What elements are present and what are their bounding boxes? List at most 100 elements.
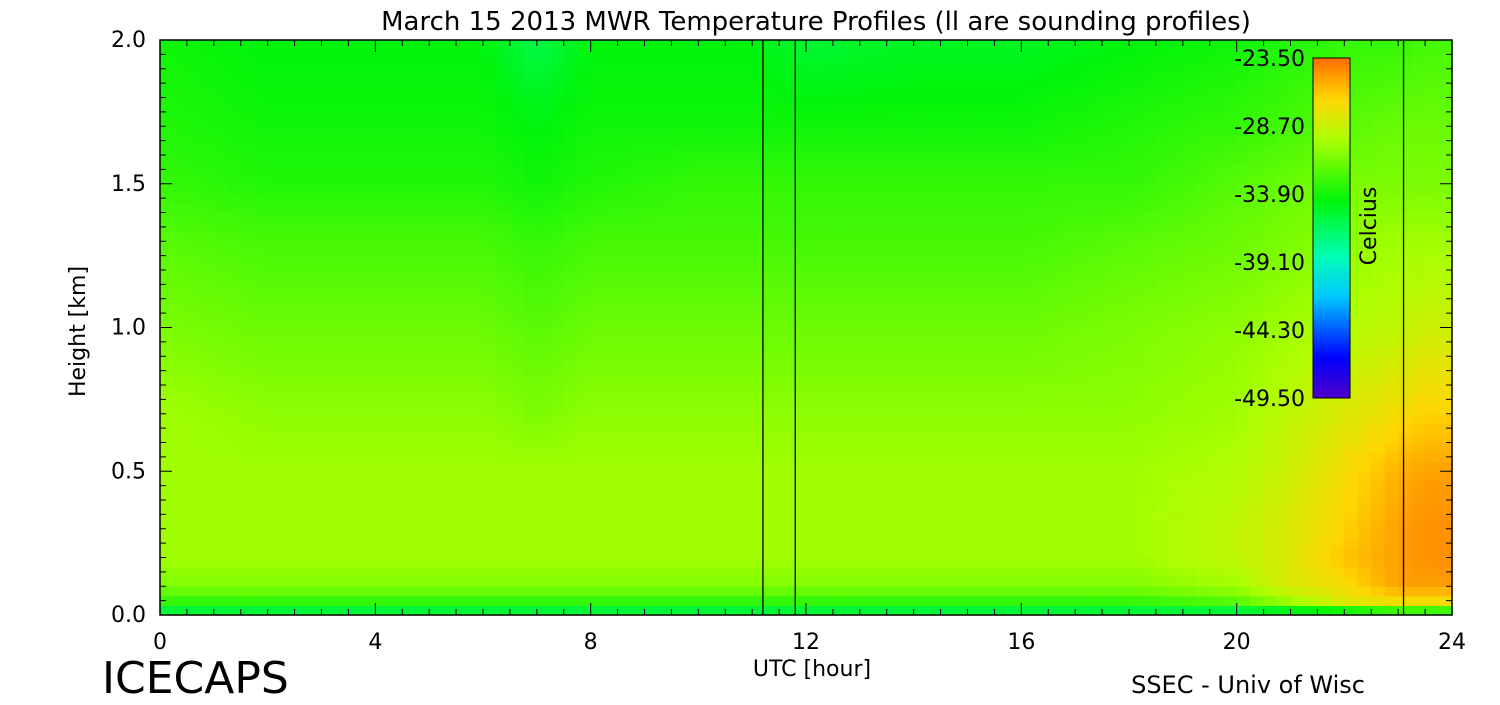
heatmap-cell bbox=[859, 270, 874, 281]
heatmap-cell bbox=[1142, 337, 1157, 348]
heatmap-cell bbox=[927, 605, 942, 616]
heatmap-cell bbox=[348, 567, 363, 578]
heatmap-cell bbox=[967, 375, 982, 386]
heatmap-cell bbox=[671, 547, 686, 559]
heatmap-cell bbox=[509, 308, 524, 319]
heatmap-cell bbox=[1034, 547, 1049, 559]
heatmap-cell bbox=[859, 423, 874, 434]
heatmap-cell bbox=[590, 365, 605, 377]
heatmap-cell bbox=[698, 202, 713, 214]
heatmap-cell bbox=[1129, 327, 1144, 338]
heatmap-cell bbox=[348, 586, 363, 597]
heatmap-cell bbox=[900, 423, 915, 434]
heatmap-cell bbox=[483, 394, 498, 405]
heatmap-cell bbox=[429, 337, 444, 348]
heatmap-cell bbox=[617, 432, 632, 444]
heatmap-cell bbox=[1290, 279, 1305, 290]
heatmap-cell bbox=[1250, 385, 1265, 396]
heatmap-cell bbox=[980, 413, 996, 424]
heatmap-cell bbox=[1384, 231, 1399, 242]
heatmap-cell bbox=[1021, 385, 1036, 396]
heatmap-cell bbox=[1411, 442, 1426, 453]
heatmap-cell bbox=[900, 547, 915, 559]
heatmap-cell bbox=[415, 365, 430, 377]
heatmap-cell bbox=[1425, 212, 1440, 223]
heatmap-cell bbox=[496, 270, 511, 281]
heatmap-cell bbox=[819, 126, 834, 137]
heatmap-cell bbox=[1142, 212, 1157, 223]
heatmap-cell bbox=[523, 452, 538, 463]
heatmap-cell bbox=[1438, 576, 1453, 587]
heatmap-cell bbox=[550, 576, 565, 587]
heatmap-cell bbox=[994, 586, 1009, 597]
heatmap-cell bbox=[536, 155, 551, 166]
heatmap-cell bbox=[1209, 423, 1224, 434]
heatmap-cell bbox=[1223, 509, 1238, 520]
heatmap-cell bbox=[1263, 461, 1278, 472]
heatmap-cell bbox=[873, 126, 888, 137]
heatmap-cell bbox=[1075, 586, 1090, 597]
heatmap-cell bbox=[200, 423, 215, 434]
heatmap-cell bbox=[577, 126, 592, 137]
heatmap-cell bbox=[819, 250, 834, 262]
heatmap-cell bbox=[657, 365, 673, 377]
heatmap-cell bbox=[227, 327, 242, 338]
heatmap-cell bbox=[1250, 346, 1265, 357]
heatmap-cell bbox=[1290, 519, 1305, 530]
heatmap-cell bbox=[1438, 164, 1453, 175]
heatmap-cell bbox=[967, 442, 982, 453]
heatmap-cell bbox=[1007, 567, 1022, 578]
heatmap-cell bbox=[886, 605, 901, 616]
heatmap-cell bbox=[415, 557, 430, 568]
heatmap-cell bbox=[186, 116, 201, 127]
heatmap-cell bbox=[1129, 375, 1144, 386]
heatmap-cell bbox=[980, 394, 996, 405]
heatmap-cell bbox=[321, 126, 336, 137]
heatmap-cell bbox=[1263, 183, 1278, 194]
heatmap-cell bbox=[900, 327, 915, 338]
heatmap-cell bbox=[267, 135, 282, 147]
heatmap-cell bbox=[644, 298, 659, 309]
heatmap-cell bbox=[1075, 174, 1090, 185]
heatmap-cell bbox=[779, 500, 794, 511]
heatmap-cell bbox=[536, 538, 551, 549]
heatmap-cell bbox=[1236, 528, 1251, 539]
heatmap-cell bbox=[590, 222, 605, 233]
heatmap-cell bbox=[496, 126, 511, 137]
heatmap-cell bbox=[442, 145, 457, 156]
heatmap-cell bbox=[1155, 461, 1170, 472]
heatmap-cell bbox=[886, 519, 901, 530]
heatmap-cell bbox=[671, 385, 686, 396]
heatmap-cell bbox=[1196, 452, 1211, 463]
heatmap-cell bbox=[402, 509, 417, 520]
heatmap-cell bbox=[1102, 116, 1117, 127]
heatmap-cell bbox=[1209, 222, 1224, 233]
heatmap-cell bbox=[698, 567, 713, 578]
heatmap-cell bbox=[281, 567, 296, 578]
heatmap-cell bbox=[1075, 346, 1090, 357]
heatmap-cell bbox=[308, 567, 323, 578]
heatmap-cell bbox=[1196, 126, 1211, 137]
heatmap-cell bbox=[940, 116, 955, 127]
heatmap-cell bbox=[698, 174, 713, 185]
heatmap-cell bbox=[254, 375, 269, 386]
heatmap-cell bbox=[590, 202, 605, 214]
heatmap-cell bbox=[1007, 605, 1022, 616]
heatmap-cell bbox=[496, 432, 511, 444]
heatmap-cell bbox=[657, 135, 673, 147]
heatmap-cell bbox=[577, 452, 592, 463]
heatmap-cell bbox=[954, 356, 969, 367]
heatmap-cell bbox=[954, 480, 969, 492]
heatmap-cell bbox=[240, 547, 255, 559]
heatmap-cell bbox=[1061, 461, 1076, 472]
heatmap-cell bbox=[644, 432, 659, 444]
heatmap-cell bbox=[1115, 202, 1130, 214]
heatmap-cell bbox=[1007, 145, 1022, 156]
heatmap-cell bbox=[348, 509, 363, 520]
heatmap-cell bbox=[1277, 480, 1292, 492]
heatmap-cell bbox=[1438, 547, 1453, 559]
heatmap-cell bbox=[1411, 413, 1426, 424]
heatmap-cell bbox=[321, 183, 336, 194]
heatmap-cell bbox=[711, 327, 726, 338]
heatmap-cell bbox=[240, 595, 255, 607]
